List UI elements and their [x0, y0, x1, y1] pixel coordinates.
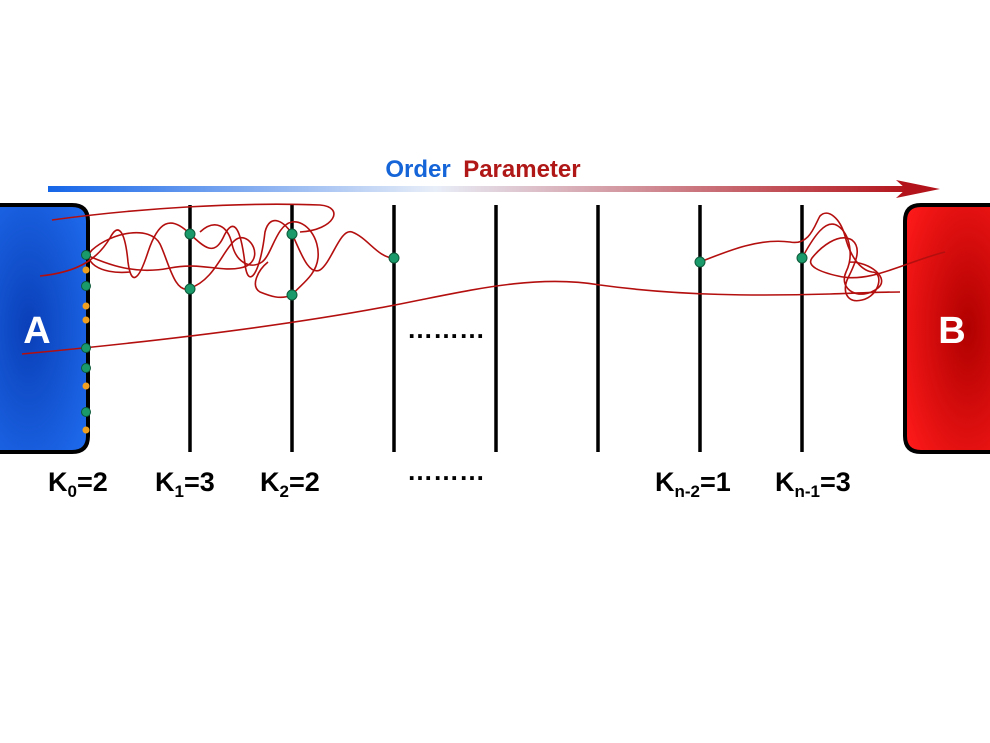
title-parameter: Parameter: [463, 156, 580, 183]
trajectory-long-bottom: [21, 280, 901, 355]
basin-point: [82, 382, 90, 390]
basin-crossing-point: [81, 363, 91, 373]
crossing-point: [286, 228, 298, 240]
state-a-label: A: [23, 310, 50, 352]
basin-crossing-point: [81, 281, 91, 291]
trajectory-top-long: [51, 203, 335, 233]
ellipsis-labels: ………: [407, 456, 485, 486]
trajectory-tangle-1: [39, 219, 395, 279]
k-label-n-2: Kn-2=1: [655, 467, 731, 501]
trajectory-tangle-3: [199, 221, 319, 299]
crossing-point: [694, 256, 706, 268]
trajectory-right-tangle: [699, 212, 946, 302]
diagram-title: Order Parameter: [385, 156, 580, 183]
basin-point: [82, 316, 90, 324]
title-order: Order: [385, 156, 450, 183]
basin-point: [82, 302, 90, 310]
order-parameter-arrow: [48, 180, 940, 198]
k-label-1: K1=3: [155, 467, 215, 501]
k-label-0: K0=2: [48, 467, 108, 501]
interface-labels: K0=2 K1=3 K2=2 ……… Kn-2=1 Kn-1=3: [48, 456, 851, 501]
interfaces: [188, 205, 804, 452]
k-label-2: K2=2: [260, 467, 320, 501]
crossing-point: [796, 252, 808, 264]
ellipsis-middle: ………: [407, 314, 485, 344]
crossing-points: [184, 228, 808, 301]
basin-crossing-point: [81, 343, 91, 353]
basin-boundary-points: [81, 250, 91, 434]
trajectory-right-loop: [801, 223, 883, 295]
crossing-point: [184, 228, 196, 240]
crossing-point: [286, 289, 298, 301]
crossing-point: [184, 283, 196, 295]
trajectories: [21, 203, 946, 355]
crossing-point: [388, 252, 400, 264]
state-a-basin: A: [0, 203, 90, 454]
basin-crossing-point: [81, 250, 91, 260]
trajectory-tangle-2: [85, 231, 256, 290]
k-label-n-1: Kn-1=3: [775, 467, 851, 501]
basin-point: [82, 266, 90, 274]
state-b-basin: B: [903, 203, 990, 454]
state-b-label: B: [938, 310, 965, 352]
basin-point: [82, 426, 90, 434]
basin-crossing-point: [81, 407, 91, 417]
